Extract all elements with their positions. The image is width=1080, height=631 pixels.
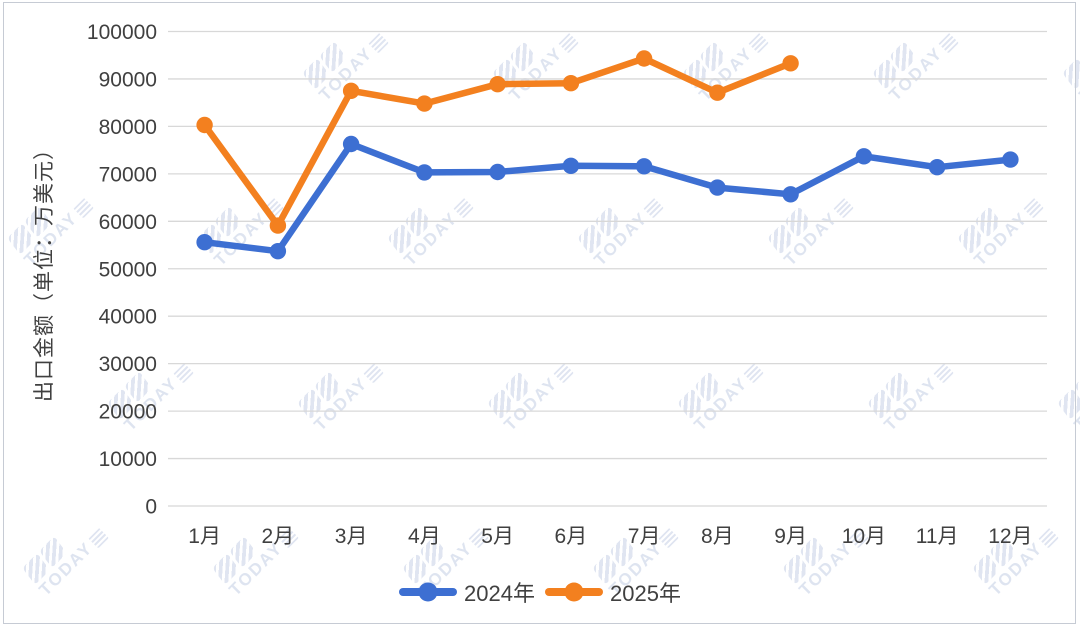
y-axis-title: 出口金额（单位：万美元）	[33, 138, 56, 402]
y-tick-label: 20000	[99, 401, 157, 424]
y-tick-label: 70000	[99, 163, 157, 186]
data-point	[342, 82, 360, 100]
data-point	[489, 163, 506, 181]
legend-label: 2025年	[610, 581, 681, 606]
x-tick-label: 10月	[842, 525, 886, 548]
legend-item-1: 2025年	[545, 576, 681, 608]
y-tick-label: 60000	[99, 211, 157, 234]
data-point	[269, 217, 287, 234]
data-point	[709, 179, 726, 196]
data-point	[342, 135, 360, 153]
x-tick-label: 2月	[262, 525, 295, 548]
data-point	[416, 164, 433, 181]
data-point	[928, 159, 946, 176]
data-point	[782, 55, 799, 72]
x-tick-label: 12月	[988, 525, 1032, 548]
data-point	[855, 148, 873, 165]
series-line-0	[201, 140, 1014, 255]
data-point	[196, 234, 213, 251]
y-tick-label: 80000	[99, 116, 157, 139]
chart-legend: 2024年 2025年	[0, 576, 1080, 608]
x-tick-label: 5月	[481, 525, 514, 548]
legend-line-marker-icon	[545, 582, 603, 602]
data-point	[562, 75, 580, 92]
x-tick-label: 6月	[555, 525, 588, 548]
y-tick-label: 30000	[99, 353, 157, 376]
x-tick-label: 11月	[916, 525, 959, 548]
legend-label: 2024年	[464, 581, 535, 606]
y-tick-label: 100000	[87, 21, 157, 44]
data-point	[635, 50, 653, 67]
legend-item-0: 2024年	[399, 576, 535, 608]
data-point	[489, 76, 506, 93]
x-tick-label: 8月	[701, 525, 734, 548]
data-point	[709, 84, 726, 101]
data-point	[416, 95, 433, 112]
data-point	[196, 116, 213, 134]
x-tick-label: 7月	[628, 525, 661, 548]
data-point	[1002, 151, 1019, 168]
y-tick-label: 50000	[99, 258, 157, 281]
x-tick-label: 4月	[408, 525, 441, 548]
data-point	[635, 158, 653, 175]
data-point	[782, 186, 799, 203]
y-tick-label: 0	[145, 496, 157, 519]
legend-line-marker-icon	[399, 582, 458, 602]
y-tick-label: 10000	[99, 448, 157, 471]
x-tick-label: 9月	[774, 525, 807, 548]
data-point	[562, 157, 580, 174]
data-point	[269, 243, 287, 260]
y-tick-label: 40000	[99, 306, 157, 329]
x-tick-label: 3月	[335, 525, 368, 548]
y-tick-label: 90000	[99, 68, 157, 91]
x-tick-label: 1月	[188, 525, 221, 548]
